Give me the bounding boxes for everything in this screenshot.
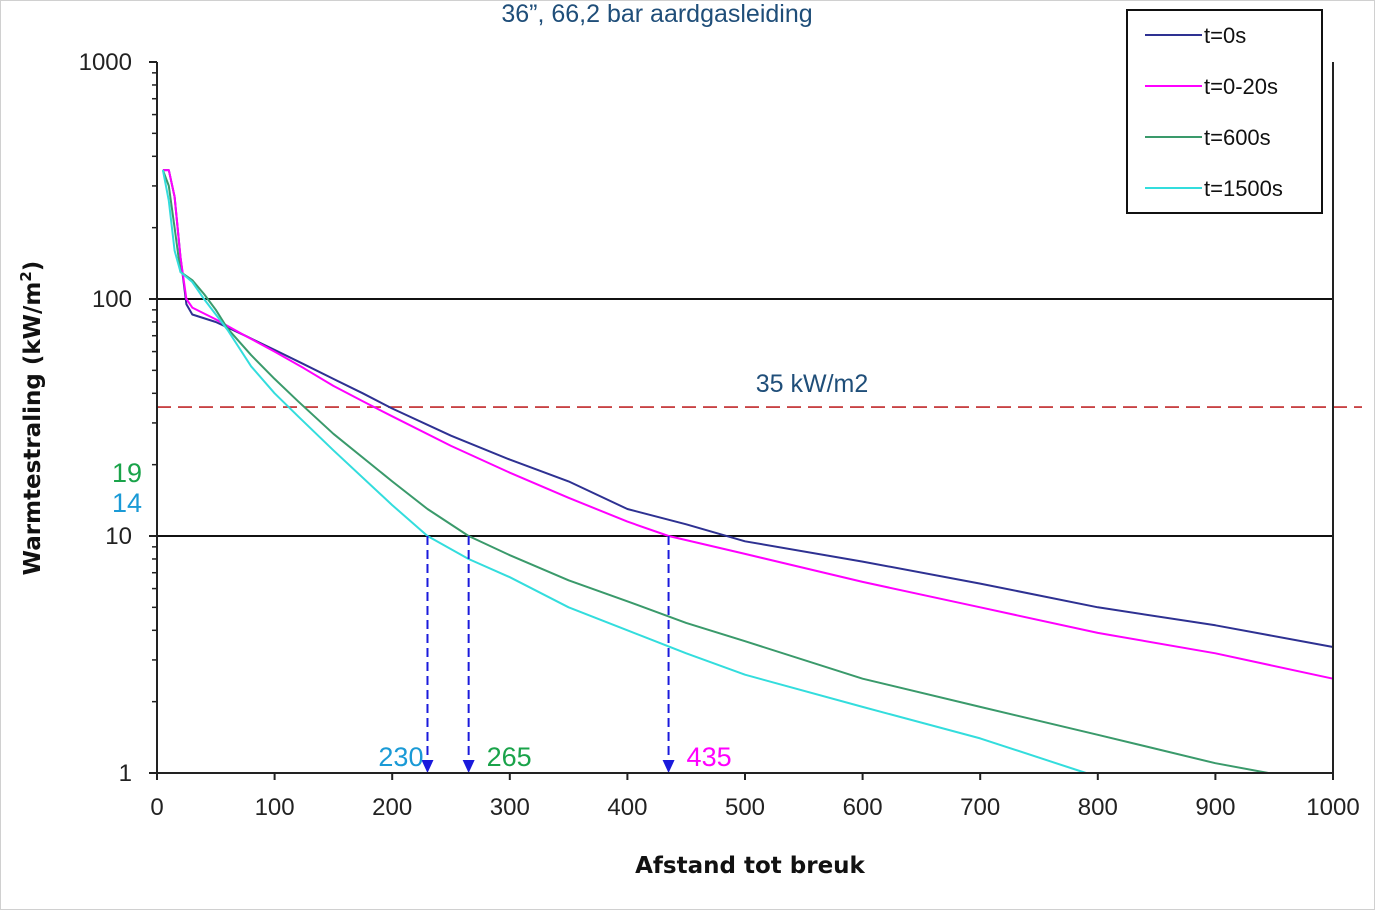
series-line-3 xyxy=(161,169,1087,774)
x-tick-label-800: 800 xyxy=(1078,794,1118,821)
legend-box xyxy=(1126,9,1323,214)
threshold-group: 35 kW/m2 xyxy=(157,370,1362,408)
legend-label-2: t=600s xyxy=(1204,125,1271,150)
marker-arrow-265 xyxy=(462,760,475,773)
x-tick-label-400: 400 xyxy=(607,794,647,821)
x-tick-label-200: 200 xyxy=(372,794,412,821)
legend: t=0s t=0-20s t=600s t=1500s xyxy=(1126,9,1323,214)
y-tick-label-100: 100 xyxy=(92,286,132,313)
y-axis-label-sup: 2 xyxy=(17,271,35,281)
threshold-label: 35 kW/m2 xyxy=(756,370,869,398)
marker-arrow-230 xyxy=(421,760,434,773)
marker-label-435: 435 xyxy=(687,742,732,772)
side-label-19: 19 xyxy=(112,458,142,488)
y-tick-label-10: 10 xyxy=(105,523,132,550)
x-tick-label-700: 700 xyxy=(960,794,1000,821)
y-tick-label-1000: 1000 xyxy=(79,49,132,76)
side-label-14: 14 xyxy=(112,488,142,518)
series-group xyxy=(161,169,1334,774)
y-axis-label-close: ) xyxy=(20,261,46,272)
y-tick-label-1: 1 xyxy=(119,760,132,787)
ticks-group: 0 100 200 300 400 500 600 700 800 900 1000 1 10 100 10… xyxy=(79,49,1360,821)
x-tick-label-1000: 1000 xyxy=(1306,794,1359,821)
marker-label-230: 230 xyxy=(378,742,423,772)
series-line-2 xyxy=(161,169,1269,774)
x-tick-label-300: 300 xyxy=(490,794,530,821)
marker-label-265: 265 xyxy=(487,742,532,772)
legend-label-3: t=1500s xyxy=(1204,176,1283,201)
gridlines xyxy=(157,298,1333,537)
series-line-1 xyxy=(162,169,1334,680)
y-axis-label-main: Warmtestraling (kW/m xyxy=(20,282,46,576)
x-tick-label-0: 0 xyxy=(150,794,163,821)
chart-title: 36”, 66,2 bar aardgasleiding xyxy=(501,0,812,28)
x-tick-label-500: 500 xyxy=(725,794,765,821)
legend-label-1: t=0-20s xyxy=(1204,74,1278,99)
y-axis-label: Warmtestraling (kW/m2) xyxy=(17,261,46,576)
marker-arrow-435 xyxy=(662,760,675,773)
legend-label-0: t=0s xyxy=(1204,23,1246,48)
x-tick-label-600: 600 xyxy=(843,794,883,821)
x-tick-label-900: 900 xyxy=(1195,794,1235,821)
x-axis-label: Afstand tot breuk xyxy=(635,853,865,879)
x-tick-label-100: 100 xyxy=(255,794,295,821)
